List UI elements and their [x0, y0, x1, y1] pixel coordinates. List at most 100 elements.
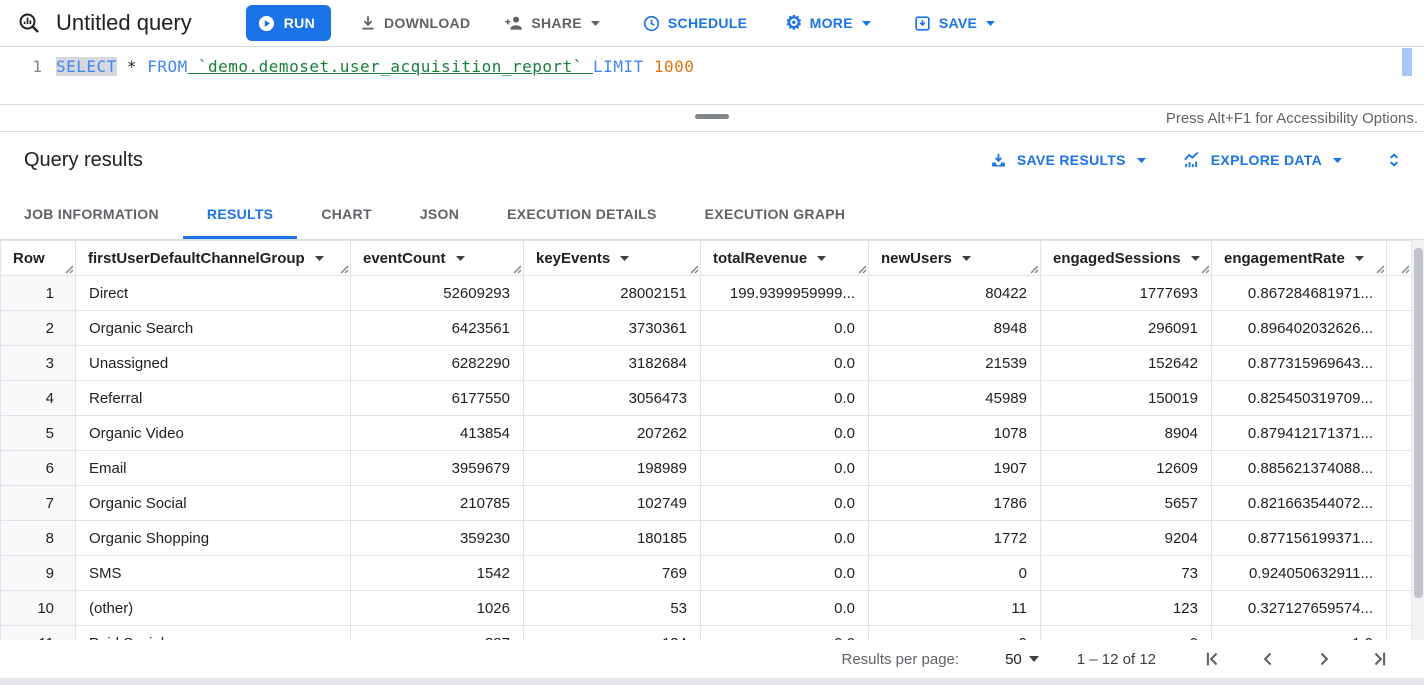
column-menu-icon[interactable] [961, 255, 971, 261]
column-resize-handle[interactable] [1028, 263, 1039, 274]
query-editor-icon [16, 10, 42, 36]
save-button[interactable]: SAVE [903, 5, 1005, 41]
cell: 6282290 [350, 345, 524, 381]
chevron-down-icon [986, 20, 996, 26]
row-number-cell: 10 [0, 590, 76, 626]
row-number-cell: 1 [0, 275, 76, 311]
cell: Organic Social [75, 485, 351, 521]
column-menu-icon[interactable] [1190, 255, 1200, 261]
editor-scrollbar-thumb[interactable] [1402, 48, 1412, 76]
previous-page-button[interactable] [1240, 642, 1296, 676]
column-header-keyEvents[interactable]: keyEvents [523, 240, 701, 276]
column-menu-icon[interactable] [817, 255, 827, 261]
filler-cell [1386, 345, 1412, 381]
cell: 6177550 [350, 380, 524, 416]
cell: 9204 [1040, 520, 1212, 556]
column-resize-handle[interactable] [856, 263, 867, 274]
filler-cell [1386, 380, 1412, 416]
filler-cell [1386, 450, 1412, 486]
run-button[interactable]: RUN [245, 5, 331, 41]
column-header-totalRevenue[interactable]: totalRevenue [700, 240, 869, 276]
page-size-dropdown[interactable]: 50 [1005, 651, 1039, 668]
cell: 296091 [1040, 310, 1212, 346]
pagination-range-label: 1 – 12 of 12 [1076, 650, 1156, 668]
scrollbar-thumb[interactable] [1414, 248, 1423, 598]
schedule-button[interactable]: SCHEDULE [632, 5, 757, 41]
column-menu-icon[interactable] [314, 255, 324, 261]
column-resize-handle[interactable] [338, 263, 349, 274]
cell: Paid Social [75, 625, 351, 640]
cell: 359230 [350, 520, 524, 556]
sql-editor[interactable]: SELECT * FROM `demo.demoset.user_acquisi… [56, 47, 694, 104]
table-row: 5 Organic Video 413854 207262 0.0 1078 8904 0.8… [0, 415, 1412, 451]
share-button[interactable]: SHARE [494, 5, 610, 41]
table-row: 2 Organic Search 6423561 3730361 0.0 8948 2960… [0, 310, 1412, 346]
first-page-button[interactable] [1184, 642, 1240, 676]
chevron-down-icon [1333, 157, 1342, 163]
cell: Unassigned [75, 345, 351, 381]
next-page-button[interactable] [1296, 642, 1352, 676]
last-page-button[interactable] [1352, 642, 1408, 676]
cell: 150019 [1040, 380, 1212, 416]
tab-results[interactable]: RESULTS [182, 188, 298, 239]
column-resize-handle[interactable] [1199, 263, 1210, 274]
explore-data-button[interactable]: EXPLORE DATA [1182, 150, 1342, 170]
table-header-row: Row firstUserDefaultChannelGroup eventCoun… [0, 240, 1412, 276]
column-menu-icon[interactable] [1354, 255, 1364, 261]
tab-chart[interactable]: CHART [321, 205, 372, 222]
sql-number-literal: 1000 [643, 57, 695, 76]
pagination-footer: Results per page: 50 1 – 12 of 12 [0, 640, 1424, 678]
splitter-drag-handle[interactable] [695, 114, 729, 119]
results-table: Row firstUserDefaultChannelGroup eventCoun… [0, 240, 1412, 640]
table-row: 1 Direct 52609293 28002151 199.9399959999...… [0, 275, 1412, 311]
cell: 0.0 [700, 415, 869, 451]
results-table-viewport: Row firstUserDefaultChannelGroup eventCoun… [0, 240, 1424, 640]
sql-keyword-from: FROM [147, 57, 188, 76]
table-row: 7 Organic Social 210785 102749 0.0 1786 5657 0.… [0, 485, 1412, 521]
sql-table-link[interactable]: `demo.demoset.user_acquisition_report` [187, 57, 594, 76]
save-results-button[interactable]: SAVE RESULTS [989, 151, 1146, 170]
column-header-eventCount[interactable]: eventCount [350, 240, 524, 276]
tab-json[interactable]: JSON [419, 205, 460, 222]
column-resize-handle[interactable] [1374, 263, 1385, 274]
person-add-icon [504, 13, 524, 33]
tab-job-information[interactable]: JOB INFORMATION [24, 205, 159, 222]
table-vertical-scrollbar[interactable] [1411, 240, 1424, 640]
column-menu-icon[interactable] [620, 255, 630, 261]
column-header-firstUserDefaultChannelGroup[interactable]: firstUserDefaultChannelGroup [75, 240, 351, 276]
cell: 0 [868, 555, 1041, 591]
cell: 0.0 [700, 485, 869, 521]
column-header-engagedSessions[interactable]: engagedSessions [1040, 240, 1212, 276]
column-menu-icon[interactable] [455, 255, 465, 261]
cell: 0.327127659574... [1211, 590, 1387, 626]
tab-execution-details[interactable]: EXECUTION DETAILS [507, 205, 657, 222]
collapse-panel-icon[interactable] [1384, 150, 1404, 170]
save-icon [913, 14, 932, 33]
cell: 123 [1040, 590, 1212, 626]
download-button[interactable]: DOWNLOAD [349, 5, 480, 41]
table-row: 3 Unassigned 6282290 3182684 0.0 21539 152642 0… [0, 345, 1412, 381]
cell: 0.867284681971... [1211, 275, 1387, 311]
cell: 0.821663544072... [1211, 485, 1387, 521]
column-resize-handle[interactable] [511, 263, 522, 274]
table-row: 10 (other) 1026 53 0.0 11 123 0.327127659574... [0, 590, 1412, 626]
filler-cell [1386, 275, 1412, 311]
table-horizontal-scrollbar[interactable] [0, 678, 1424, 685]
more-settings-button[interactable]: ⚙ MORE [775, 5, 881, 41]
sql-star: * [116, 57, 148, 76]
sql-keyword-limit: LIMIT [593, 57, 644, 76]
cell: 0.0 [700, 625, 869, 640]
column-resize-handle[interactable] [63, 263, 74, 274]
column-header-newUsers[interactable]: newUsers [868, 240, 1041, 276]
cell: Organic Video [75, 415, 351, 451]
column-header-engagementRate[interactable]: engagementRate [1211, 240, 1387, 276]
column-header-Row[interactable]: Row [0, 240, 76, 276]
cell: 3182684 [523, 345, 701, 381]
query-title[interactable]: Untitled query [56, 10, 192, 35]
filler-cell [1386, 310, 1412, 346]
column-resize-handle[interactable] [688, 263, 699, 274]
column-resize-handle[interactable] [1399, 263, 1410, 274]
cell: 134 [523, 625, 701, 640]
tab-execution-graph[interactable]: EXECUTION GRAPH [704, 205, 846, 222]
cell: 1786 [868, 485, 1041, 521]
